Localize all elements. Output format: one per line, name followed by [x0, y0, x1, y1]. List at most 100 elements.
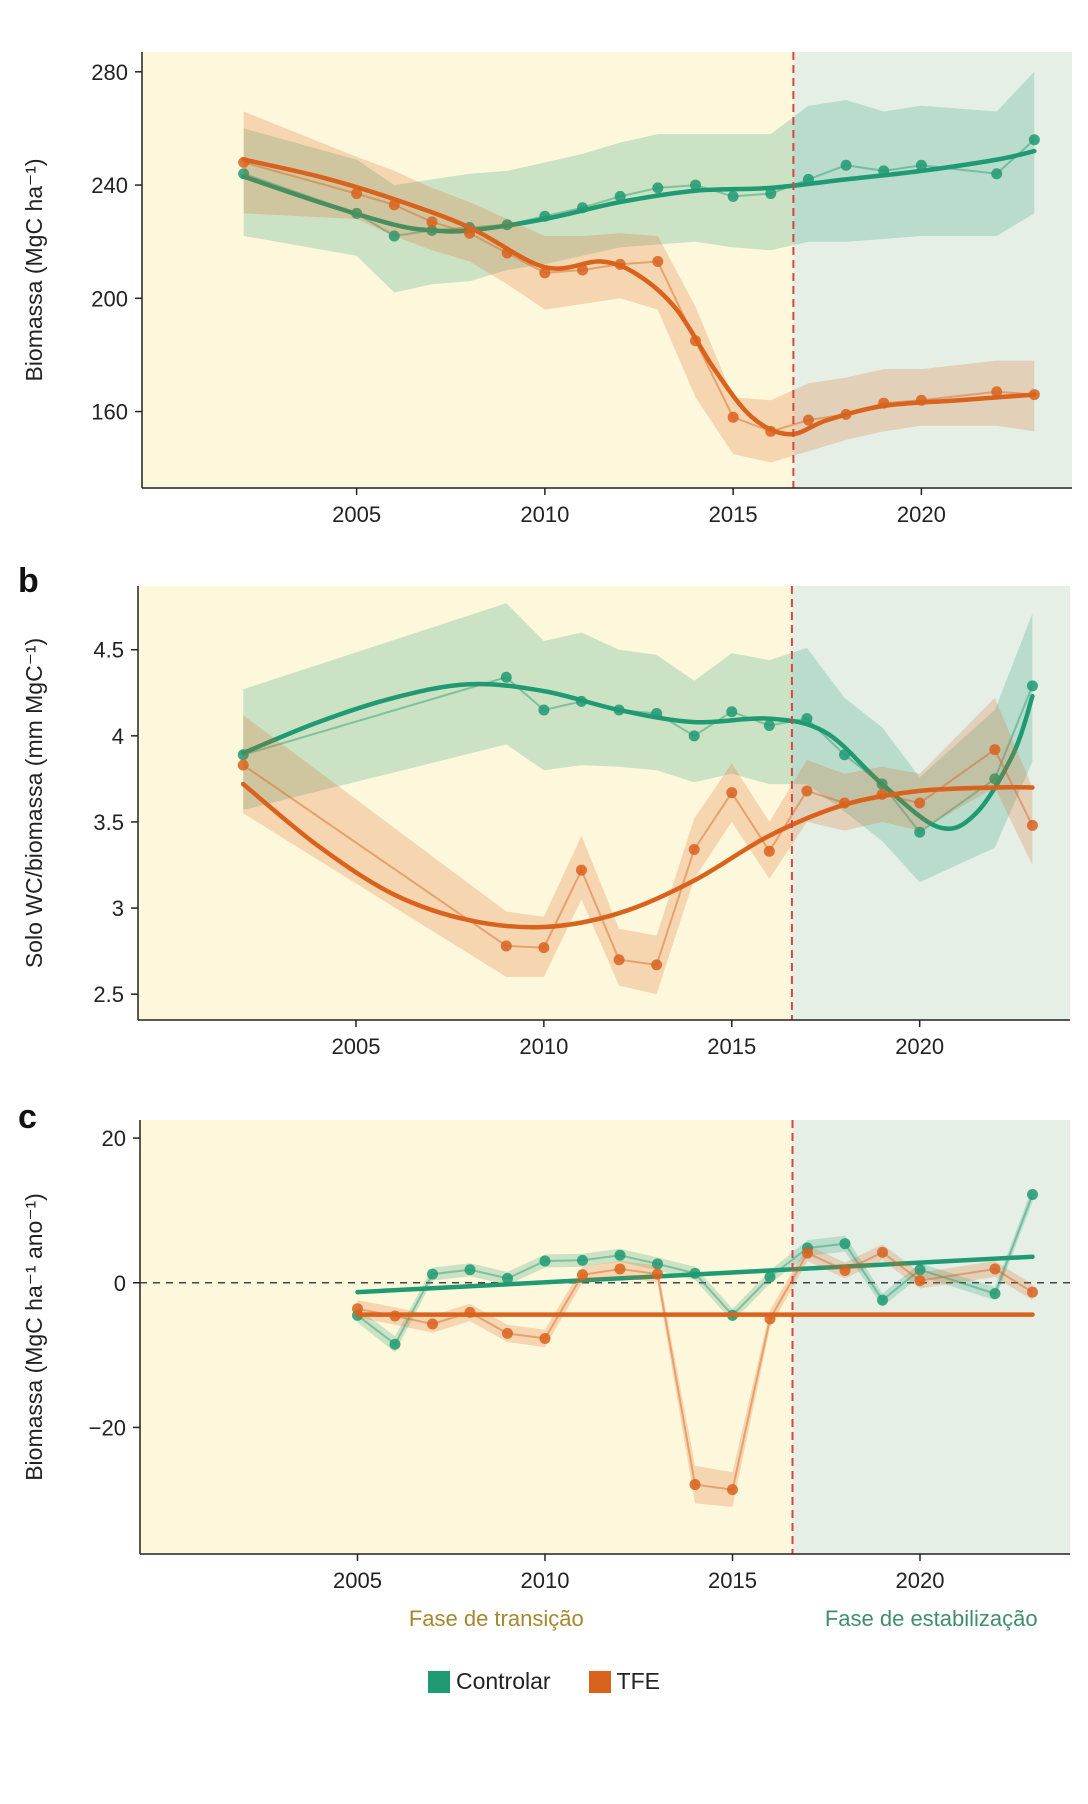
point-control	[877, 1294, 888, 1306]
point-tfe	[991, 386, 1003, 398]
smooth-line-control	[240, 681, 1035, 831]
stabilization-phase-label: Fase de estabilização	[825, 1606, 1038, 1631]
band-control	[243, 603, 1033, 883]
point-tfe	[914, 797, 926, 809]
point-tfe	[802, 1247, 813, 1259]
y-tick-label: −20	[89, 1415, 126, 1440]
point-control	[577, 1254, 588, 1266]
panel-letter: b	[18, 562, 39, 600]
transition-phase-bg	[138, 586, 792, 1020]
point-tfe	[689, 1479, 701, 1491]
legend-label-tfe: TFE	[616, 1668, 661, 1694]
point-tfe	[577, 1269, 588, 1281]
point-control	[464, 1264, 476, 1276]
legend: Controlar TFE	[0, 1668, 1088, 1695]
panel-b: 2005 2010 2015 2020 2.5 3 3.5 4 4.5 Solo WC/bioma…	[18, 562, 1070, 1059]
point-tfe	[727, 1484, 738, 1496]
legend-swatch-control	[427, 1670, 450, 1693]
point-tfe	[577, 264, 589, 276]
point-tfe	[614, 1263, 626, 1275]
y-tick-label: 0	[114, 1271, 126, 1296]
point-control	[652, 1258, 663, 1270]
point-tfe	[877, 1246, 888, 1258]
y-tick-label: 240	[91, 173, 128, 198]
point-tfe	[351, 188, 363, 200]
point-tfe	[989, 1263, 1001, 1275]
point-control	[500, 671, 512, 683]
x-tick-label: 2015	[707, 1034, 756, 1059]
point-tfe	[539, 1332, 551, 1344]
y-tick-label: 160	[91, 400, 128, 425]
x-tick-label: 2005	[333, 1568, 382, 1593]
y-tick-label: 4.5	[93, 638, 124, 663]
point-control	[764, 1271, 776, 1283]
point-tfe	[802, 414, 814, 426]
stabilization-phase-bg	[791, 586, 1070, 1020]
x-tick-label: 2015	[709, 502, 758, 527]
panel-a: 2005 2010 2015 2020 160 200 240 280 Biomassa (Mg…	[21, 52, 1072, 527]
x-tick-label: 2020	[895, 1034, 944, 1059]
band-control	[243, 71, 1035, 293]
point-tfe	[727, 411, 739, 423]
point-control	[614, 190, 626, 202]
point-tfe	[989, 744, 1001, 756]
x-tick-label: 2010	[520, 502, 569, 527]
y-axis-title: Biomassa (MgC ha⁻¹)	[21, 158, 47, 381]
point-control	[727, 190, 739, 202]
point-tfe	[652, 1268, 663, 1280]
smooth-line-tfe	[240, 781, 1035, 930]
legend-item-tfe: TFE	[588, 1668, 661, 1695]
legend-swatch-tfe	[588, 1670, 611, 1693]
point-control	[427, 1268, 438, 1280]
point-control	[389, 1338, 401, 1350]
y-axis-title: Solo WC/biomassa (mm MgC⁻¹)	[21, 638, 47, 968]
point-tfe	[575, 864, 587, 876]
point-tfe	[1027, 1286, 1038, 1298]
x-tick-label: 2020	[896, 1568, 945, 1593]
point-control	[539, 1255, 551, 1267]
band-tfe	[243, 111, 1035, 463]
point-control	[763, 720, 775, 731]
point-control	[502, 1272, 513, 1284]
point-control	[765, 188, 777, 200]
point-tfe	[502, 1327, 513, 1339]
panel-letter: c	[18, 1098, 37, 1136]
point-tfe	[651, 959, 663, 971]
point-tfe	[500, 940, 512, 952]
point-control	[538, 704, 550, 716]
x-tick-label: 2020	[897, 502, 946, 527]
point-tfe	[538, 942, 550, 954]
legend-item-control: Controlar	[427, 1668, 551, 1695]
raw-line-control	[356, 1194, 1034, 1346]
transition-phase-bg	[142, 52, 794, 488]
point-control	[614, 1249, 626, 1261]
point-control	[914, 1264, 926, 1276]
point-control	[688, 730, 700, 742]
band-tfe	[357, 1244, 1033, 1507]
point-control	[991, 168, 1003, 180]
point-tfe	[763, 845, 775, 857]
point-tfe	[237, 759, 249, 771]
point-tfe	[726, 787, 738, 799]
point-tfe	[801, 785, 813, 797]
point-control	[689, 179, 701, 191]
y-axis-title: Biomassa (MgC ha⁻¹ ano⁻¹)	[21, 1193, 47, 1481]
point-tfe	[352, 1303, 363, 1315]
transition-phase-label: Fase de transição	[409, 1606, 584, 1631]
y-tick-label: 200	[91, 286, 128, 311]
x-tick-label: 2010	[519, 1034, 568, 1059]
point-control	[989, 1288, 1001, 1300]
y-tick-label: 4	[112, 724, 124, 749]
x-tick-label: 2015	[708, 1568, 757, 1593]
y-tick-label: 3.5	[93, 810, 124, 835]
point-tfe	[613, 954, 625, 966]
point-tfe	[688, 844, 700, 855]
point-control	[1026, 680, 1038, 692]
point-control	[914, 826, 926, 838]
point-tfe	[427, 1318, 438, 1330]
point-control	[915, 159, 927, 171]
transition-phase-bg	[140, 1120, 793, 1554]
legend-label-control: Controlar	[455, 1668, 551, 1694]
point-tfe	[652, 256, 664, 268]
